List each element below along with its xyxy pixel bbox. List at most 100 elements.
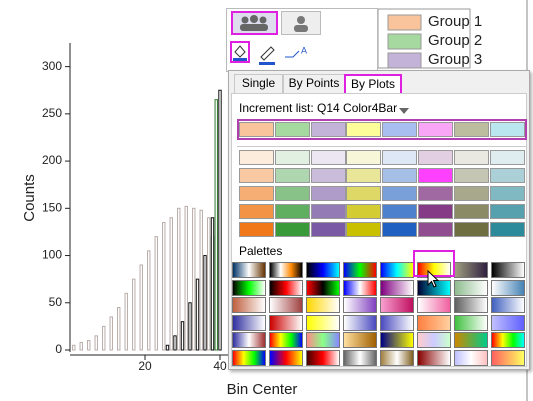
group-tab[interactable] (231, 11, 278, 35)
tint-swatch[interactable] (418, 222, 453, 237)
tint-swatch[interactable] (418, 186, 453, 201)
palette-swatch[interactable] (232, 262, 266, 278)
tint-swatch[interactable] (489, 150, 525, 165)
palette-swatch[interactable] (380, 314, 414, 331)
tint-swatch[interactable] (453, 222, 489, 237)
palette-swatch[interactable] (491, 262, 525, 278)
palette-swatch[interactable] (269, 262, 303, 278)
tint-swatch[interactable] (274, 168, 310, 183)
tint-swatch[interactable] (239, 204, 274, 219)
palette-swatch[interactable] (306, 279, 340, 296)
palette-swatch[interactable] (380, 262, 414, 278)
palette-swatch[interactable] (454, 297, 488, 313)
palette-swatch[interactable] (306, 349, 340, 366)
palette-swatch[interactable] (269, 314, 303, 331)
tint-swatch[interactable] (489, 204, 525, 219)
palette-swatch[interactable] (343, 314, 377, 331)
tint-swatch[interactable] (418, 168, 453, 183)
palette-swatch[interactable] (491, 297, 525, 313)
palette-swatch[interactable] (232, 332, 266, 348)
palette-swatch[interactable] (269, 349, 303, 366)
palette-swatch[interactable] (454, 314, 488, 331)
tint-swatch[interactable] (453, 150, 489, 165)
tint-swatch[interactable] (453, 168, 489, 183)
palette-swatch[interactable] (343, 349, 377, 366)
label-button[interactable]: A (283, 45, 309, 63)
palette-swatch[interactable] (491, 314, 525, 331)
tint-swatch[interactable] (274, 150, 310, 165)
dropdown-arrow[interactable] (398, 107, 410, 115)
palette-swatch[interactable] (306, 332, 340, 348)
palette-swatch[interactable] (306, 314, 340, 331)
legend-swatch (387, 33, 422, 50)
tint-swatch[interactable] (382, 186, 418, 201)
palette-swatch[interactable] (269, 279, 303, 296)
tint-swatch[interactable] (346, 222, 382, 237)
tint-swatch[interactable] (346, 168, 382, 183)
palette-swatch[interactable] (380, 332, 414, 348)
tint-swatch[interactable] (310, 186, 346, 201)
tint-swatch[interactable] (382, 150, 418, 165)
palette-swatch[interactable] (491, 349, 525, 366)
tab-by-points[interactable]: By Points (283, 74, 345, 95)
increment-selection[interactable] (237, 119, 527, 140)
fill-button[interactable] (230, 41, 250, 63)
tint-swatch[interactable] (489, 168, 525, 183)
palette-swatch[interactable] (343, 262, 377, 278)
increment-label[interactable]: Increment list: Q14 Color4Bar (239, 101, 398, 115)
tint-swatch[interactable] (239, 150, 274, 165)
tint-swatch[interactable] (310, 150, 346, 165)
tint-swatch[interactable] (382, 168, 418, 183)
palette-swatch[interactable] (343, 279, 377, 296)
palette-swatch[interactable] (232, 314, 266, 331)
tint-swatch[interactable] (274, 222, 310, 237)
palette-swatch[interactable] (454, 279, 488, 296)
tint-swatch[interactable] (310, 168, 346, 183)
palette-swatch[interactable] (454, 332, 488, 348)
palette-swatch[interactable] (454, 262, 488, 278)
tint-swatch[interactable] (382, 204, 418, 219)
tint-swatch[interactable] (453, 186, 489, 201)
tint-swatch[interactable] (274, 186, 310, 201)
palette-swatch[interactable] (380, 297, 414, 313)
palette-swatch[interactable] (380, 349, 414, 366)
tint-swatch[interactable] (418, 204, 453, 219)
tint-swatch[interactable] (310, 222, 346, 237)
group-icon (240, 15, 268, 31)
palette-swatch[interactable] (454, 349, 488, 366)
palette-swatch[interactable] (343, 297, 377, 313)
palette-swatch[interactable] (269, 297, 303, 313)
tint-swatch[interactable] (382, 222, 418, 237)
palette-swatch[interactable] (417, 349, 451, 366)
tint-swatch[interactable] (274, 204, 310, 219)
palette-swatch[interactable] (380, 279, 414, 296)
tint-swatch[interactable] (346, 204, 382, 219)
line-button[interactable] (257, 43, 279, 65)
palette-swatch[interactable] (232, 349, 266, 366)
tint-swatch[interactable] (346, 186, 382, 201)
tint-swatch[interactable] (346, 150, 382, 165)
bar (94, 335, 98, 351)
palette-swatch[interactable] (491, 279, 525, 296)
tint-swatch[interactable] (239, 222, 274, 237)
single-tab[interactable] (281, 11, 321, 35)
palette-swatch[interactable] (417, 332, 451, 348)
palette-swatch[interactable] (343, 332, 377, 348)
palette-swatch[interactable] (417, 297, 451, 313)
tint-swatch[interactable] (489, 186, 525, 201)
palette-swatch[interactable] (491, 332, 525, 348)
palette-swatch[interactable] (417, 314, 451, 331)
tint-swatch[interactable] (453, 204, 489, 219)
palette-swatch[interactable] (306, 262, 340, 278)
palette-swatch[interactable] (306, 297, 340, 313)
palette-swatch[interactable] (269, 332, 303, 348)
tab-single[interactable]: Single (234, 74, 283, 95)
tint-swatch[interactable] (239, 186, 274, 201)
palette-swatch[interactable] (232, 297, 266, 313)
tint-swatch[interactable] (239, 168, 274, 183)
tab-by-plots[interactable]: By Plots (344, 74, 402, 97)
tint-swatch[interactable] (489, 222, 525, 237)
tint-swatch[interactable] (310, 204, 346, 219)
tint-swatch[interactable] (418, 150, 453, 165)
palette-swatch[interactable] (232, 279, 266, 296)
